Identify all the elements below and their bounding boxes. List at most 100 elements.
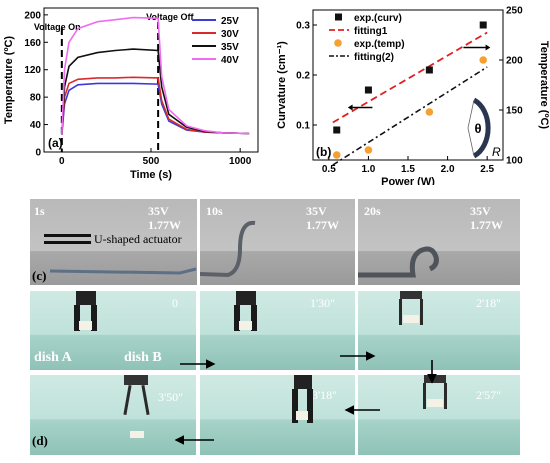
x-axis-label: Time (s) [130,169,172,181]
actuator-bent [200,220,256,278]
gripper-holder [124,375,148,385]
actuator-curled [358,246,439,278]
legend-label: exp.(temp) [354,39,405,50]
gripper-finger-left [423,383,426,409]
y-right-tick-label: 150 [506,106,523,117]
point-curv [364,86,372,94]
point-curv [479,21,487,29]
frame-power: 1.77W [306,218,339,232]
fit-line-2 [332,66,488,166]
frame-time: 2'57" [476,388,502,402]
gripper-holder [76,291,96,305]
panel-c-label: (c) [32,268,47,283]
inset-radius-line [467,99,475,129]
object [239,321,252,330]
point-temp [479,56,488,64]
frame-time: 0 [172,296,178,310]
gripper-finger-left [292,389,298,423]
gripper-finger-left [74,305,80,331]
object [79,321,92,330]
legend-label: 40V [221,55,239,66]
frame-time: 1'30" [310,296,336,310]
gripper-holder [236,291,256,305]
inset-radius: R [492,145,501,159]
point-temp [332,151,341,159]
object [427,399,443,407]
frame-power: 1.77W [470,218,503,232]
y-tick-label: 120 [24,65,41,76]
gripper-finger-right [251,305,257,331]
frame-time: 20s [364,204,381,218]
point-curv [425,66,433,74]
photo-d-frame-2: 1'30" [200,291,355,370]
x-tick-label: 1.0 [361,164,375,175]
dish-a-label: dish A [34,350,72,365]
gripper-holder [294,375,312,389]
inset-radius-line [467,127,475,157]
frame-voltage: 35V [148,204,169,218]
x-tick-label: 1.5 [401,164,415,175]
legend-swatch [335,13,342,21]
frame-voltage: 35V [470,204,491,218]
photo-c-frame-3: 20s 35V 1.77W [358,199,520,285]
gripper-finger-right [444,383,447,409]
legend-label: fitting(2) [354,52,394,63]
frame-power: 1.77W [148,218,181,232]
actuator-note: U-shaped actuator [94,232,182,246]
legend-label: 25V [221,16,239,27]
panel-a-label: (a) [48,136,63,150]
x-tick-label: 2.0 [441,164,455,175]
y-right-tick-label: 100 [506,156,523,167]
x-tick-label: 500 [143,156,160,167]
arrow-left-head [347,104,353,111]
gripper-finger-right [91,305,97,331]
frame-time: 1s [34,204,45,218]
voltage-off-label: Voltage Off [146,12,194,22]
point-curv [333,126,341,134]
y-right-tick-label: 200 [506,56,523,67]
y-tick-label: 0.3 [296,21,310,32]
gripper-finger-left [399,299,402,325]
y-tick-label: 0.2 [296,71,310,82]
point-temp [425,108,434,116]
photo-d-frame-1: 0 dish A dish B [30,291,196,370]
photo-d-frame-5: 3'18" [200,375,355,455]
legend-label: exp.(curv) [354,13,402,24]
frame-voltage: 35V [306,204,327,218]
x-axis-label: Power (W) [381,176,435,185]
voltage-on-label: Voltage On [34,22,81,32]
x-tick-label: 0 [59,156,65,167]
x-tick-label: 2.5 [480,164,494,175]
gripper-holder [400,291,422,299]
inset-theta: θ [474,121,481,136]
object-released [130,431,144,438]
photo-d-frame-3: 2'18" [358,291,520,370]
x-tick-label: 0.5 [322,164,336,175]
actuator-strip [49,267,197,275]
frame-time: 3'18" [312,388,338,402]
y-tick-label: 160 [24,38,41,49]
y-tick-label: 80 [30,93,42,104]
dish-b-label: dish B [124,350,162,365]
x-tick-label: 1000 [229,156,252,167]
y-right-axis-label: Temperature (ºC) [538,41,550,129]
y-tick-label: 40 [30,120,42,131]
legend-swatch [334,39,342,47]
y-axis-label: Temperature (ºC) [3,36,15,124]
gripper-finger-left [234,305,240,331]
legend-label: 35V [221,42,239,53]
arrow-right-head [485,44,491,51]
y-tick-label: 0 [35,148,41,159]
object [296,411,308,420]
gripper-finger-right [307,389,313,423]
series-line-40V [61,16,250,135]
chart-a: 0 500 1000 0 40 80 120 160 200 Time (s) Temperatur… [3,7,259,181]
panel-d-label: (d) [32,433,48,448]
y-axis-label: Curvature (cm⁻¹) [276,41,288,129]
object [403,315,419,323]
fit-line-1 [332,31,488,124]
photo-c-frame-1: 1s 35V 1.77W U-shaped actuator [30,199,197,285]
frame-time: 3'50" [158,390,184,404]
actuator-arm-bottom [44,241,91,244]
